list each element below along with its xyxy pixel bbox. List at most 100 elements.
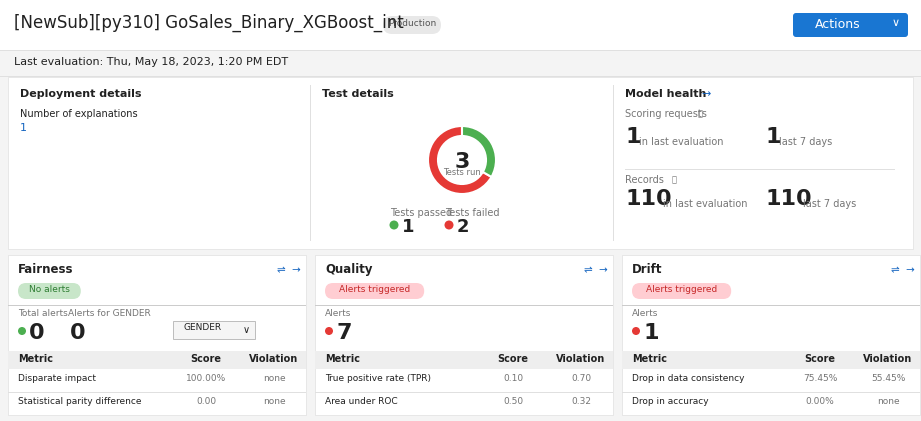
Bar	[315, 392, 613, 393]
Bar	[315, 255, 613, 415]
Text: none: none	[262, 374, 286, 383]
Text: 0.10: 0.10	[503, 374, 523, 383]
Text: 0: 0	[70, 323, 86, 343]
Text: 1: 1	[20, 123, 27, 133]
Text: 100.00%: 100.00%	[186, 374, 227, 383]
Text: ⓘ: ⓘ	[672, 175, 677, 184]
Text: Alerts: Alerts	[325, 309, 352, 318]
Text: 0.70: 0.70	[571, 374, 591, 383]
Text: Quality: Quality	[325, 263, 372, 276]
Text: ⇌: ⇌	[276, 265, 285, 275]
Text: Violation: Violation	[556, 354, 606, 364]
Bar	[8, 77, 913, 249]
Text: Total alerts: Total alerts	[18, 309, 68, 318]
Text: 1: 1	[765, 127, 780, 147]
Text: 0.00%: 0.00%	[806, 397, 834, 406]
Circle shape	[632, 327, 640, 335]
Wedge shape	[428, 126, 492, 194]
Text: Score: Score	[497, 354, 529, 364]
Text: in last evaluation: in last evaluation	[639, 137, 724, 147]
Text: GENDER: GENDER	[184, 323, 222, 332]
Text: Alerts triggered: Alerts triggered	[646, 285, 717, 294]
Bar	[0, 76, 921, 77]
Bar	[622, 392, 920, 393]
Bar	[8, 255, 306, 415]
Text: Deployment details: Deployment details	[20, 89, 142, 99]
Text: 3: 3	[454, 152, 470, 172]
Text: ∨: ∨	[242, 325, 250, 335]
Text: No alerts: No alerts	[29, 285, 70, 294]
FancyBboxPatch shape	[632, 283, 731, 299]
Circle shape	[445, 221, 453, 229]
Text: none: none	[877, 397, 899, 406]
Text: Tests run: Tests run	[443, 168, 481, 177]
Circle shape	[390, 221, 399, 229]
Text: →: →	[291, 265, 299, 275]
Text: Score: Score	[191, 354, 221, 364]
Bar	[625, 169, 895, 170]
Text: 110: 110	[625, 189, 671, 209]
Text: →: →	[598, 265, 607, 275]
Text: 0.32: 0.32	[571, 397, 591, 406]
Text: Score: Score	[805, 354, 835, 364]
Text: Metric: Metric	[632, 354, 667, 364]
Text: Disparate impact: Disparate impact	[18, 374, 96, 383]
Text: Drop in accuracy: Drop in accuracy	[632, 397, 708, 406]
Text: Tests passed: Tests passed	[390, 208, 452, 218]
Text: 1: 1	[643, 323, 659, 343]
Text: Drop in data consistency: Drop in data consistency	[632, 374, 744, 383]
Text: ⇌: ⇌	[583, 265, 592, 275]
Text: Tests failed: Tests failed	[445, 208, 499, 218]
Bar	[0, 0, 921, 50]
FancyBboxPatch shape	[18, 283, 81, 299]
Text: ⓘ: ⓘ	[698, 109, 703, 118]
Bar	[310, 85, 311, 241]
Bar	[622, 351, 920, 369]
Text: ∨: ∨	[892, 18, 900, 28]
Bar	[173, 321, 255, 339]
Text: [NewSub][py310] GoSales_Binary_XGBoost_int: [NewSub][py310] GoSales_Binary_XGBoost_i…	[14, 14, 403, 32]
Text: Alerts for GENDER: Alerts for GENDER	[68, 309, 151, 318]
Text: in last evaluation: in last evaluation	[663, 199, 748, 209]
Bar	[8, 351, 306, 369]
Text: last 7 days: last 7 days	[779, 137, 833, 147]
Text: last 7 days: last 7 days	[803, 199, 857, 209]
Text: →: →	[701, 89, 710, 99]
Bar	[8, 392, 306, 393]
Wedge shape	[462, 126, 496, 177]
FancyBboxPatch shape	[325, 283, 425, 299]
Bar	[622, 255, 920, 415]
Text: Actions: Actions	[815, 18, 861, 31]
Text: 0.50: 0.50	[503, 397, 523, 406]
Text: Alerts triggered: Alerts triggered	[339, 285, 410, 294]
Text: 0.00: 0.00	[196, 397, 216, 406]
Bar	[622, 305, 920, 306]
Text: Drift: Drift	[632, 263, 662, 276]
Text: Model health: Model health	[625, 89, 706, 99]
Text: Scoring requests: Scoring requests	[625, 109, 707, 119]
Text: 2: 2	[457, 218, 470, 236]
Text: 55.45%: 55.45%	[871, 374, 905, 383]
Bar	[8, 305, 306, 306]
Circle shape	[325, 327, 333, 335]
FancyBboxPatch shape	[383, 16, 441, 34]
Text: Violation: Violation	[250, 354, 298, 364]
Text: 1: 1	[625, 127, 640, 147]
FancyBboxPatch shape	[793, 13, 908, 37]
Text: Production: Production	[388, 19, 437, 28]
Bar	[0, 50, 921, 51]
Text: none: none	[262, 397, 286, 406]
Text: Last evaluation: Thu, May 18, 2023, 1:20 PM EDT: Last evaluation: Thu, May 18, 2023, 1:20…	[14, 57, 288, 67]
Text: Metric: Metric	[18, 354, 53, 364]
Text: Fairness: Fairness	[18, 263, 74, 276]
Text: Violation: Violation	[863, 354, 913, 364]
Bar	[315, 305, 613, 306]
Text: 0: 0	[29, 323, 44, 343]
Text: 1: 1	[402, 218, 414, 236]
Bar	[0, 51, 921, 76]
Text: →: →	[905, 265, 914, 275]
Text: Test details: Test details	[322, 89, 394, 99]
Text: 7: 7	[336, 323, 352, 343]
Bar	[613, 85, 614, 241]
Text: True positive rate (TPR): True positive rate (TPR)	[325, 374, 431, 383]
